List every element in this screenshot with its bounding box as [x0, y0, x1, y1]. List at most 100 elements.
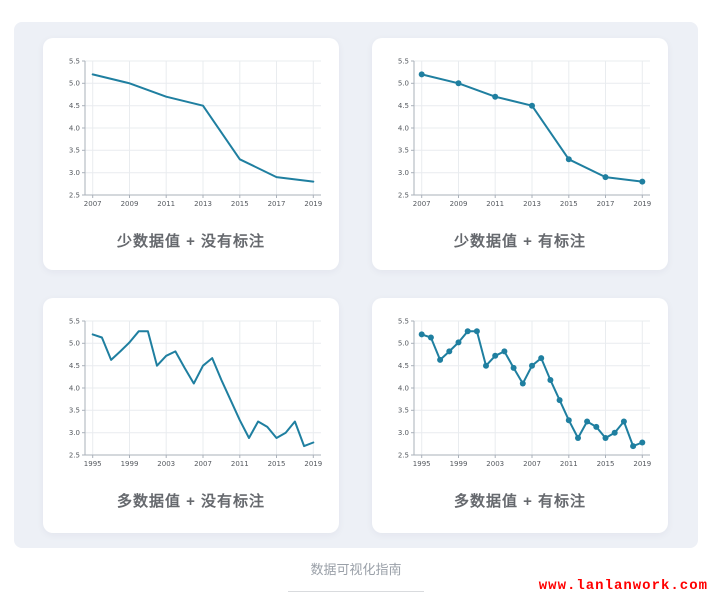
x-tick-label: 2003 [157, 460, 175, 468]
x-tick-label: 1995 [84, 460, 102, 468]
y-tick-label: 3.5 [69, 147, 80, 155]
chart-point [473, 328, 480, 335]
chart-point [427, 334, 434, 341]
watermark-text: www.lanlanwork.com [538, 578, 708, 594]
chart-point [501, 348, 508, 355]
chart-title: 少数据值 + 有标注 [453, 233, 587, 250]
x-tick-label: 2015 [560, 200, 578, 208]
x-tick-label: 2011 [560, 460, 578, 468]
y-tick-label: 3.5 [69, 407, 80, 415]
chart-card-many-with-labels: 2.5 3.0 3.5 4.0 4.5 5.0 5.5 1995 1999 2003 2007 201… [372, 298, 668, 533]
chart-point [620, 418, 627, 425]
chart-point [529, 362, 535, 369]
x-tick-label: 1999 [121, 460, 139, 468]
x-tick-label: 2019 [304, 200, 322, 208]
chart-point [492, 352, 499, 359]
line-chart-svg: 2.5 3.0 3.5 4.0 4.5 5.0 5.5 1995 1999 2003 2007 201… [69, 317, 322, 468]
x-tick-label: 2007 [523, 460, 541, 468]
chart-point [584, 418, 591, 425]
x-tick-label: 2011 [157, 200, 175, 208]
x-tick-label: 2019 [633, 200, 651, 208]
y-tick-label: 4.5 [398, 362, 409, 370]
chart-point [446, 348, 453, 355]
chart-point [575, 435, 581, 441]
chart-point [547, 377, 554, 383]
x-tick-label: 2007 [413, 200, 431, 208]
chart-point [538, 355, 545, 362]
x-tick-label: 2007 [84, 200, 102, 208]
x-tick-label: 2011 [486, 200, 504, 208]
y-tick-label: 3.0 [398, 169, 409, 177]
footer-caption: 数据可视化指南 [310, 562, 402, 577]
chart-point [418, 71, 425, 78]
chart-point [630, 443, 637, 450]
chart-point [529, 102, 535, 109]
y-tick-label: 3.0 [69, 429, 80, 437]
y-tick-label: 5.0 [398, 340, 409, 348]
y-tick-label: 2.5 [69, 191, 80, 199]
x-tick-label: 2007 [194, 460, 212, 468]
y-tick-label: 5.5 [398, 57, 409, 65]
x-tick-label: 2015 [597, 460, 615, 468]
chart-point [639, 439, 646, 446]
y-tick-label: 3.5 [398, 147, 409, 155]
y-tick-label: 5.5 [69, 57, 80, 65]
chart-point [418, 331, 425, 338]
y-tick-label: 3.0 [398, 429, 409, 437]
chart-point [565, 417, 572, 424]
chart-title: 少数据值 + 没有标注 [116, 233, 266, 250]
x-tick-label: 1995 [413, 460, 431, 468]
chart-card-few-no-labels: 2.5 3.0 3.5 4.0 4.5 5.0 5.5 2007 2009 2011 2013 201… [43, 38, 339, 270]
y-tick-label: 5.5 [69, 317, 80, 325]
x-tick-label: 2003 [486, 460, 504, 468]
x-tick-label: 2011 [231, 460, 249, 468]
chart-title: 多数据值 + 没有标注 [116, 493, 266, 510]
home-indicator-line [288, 591, 424, 592]
y-tick-label: 4.0 [69, 384, 80, 392]
y-tick-label: 2.5 [398, 191, 409, 199]
x-tick-label: 2009 [450, 200, 468, 208]
chart-point [556, 397, 563, 404]
x-tick-label: 2019 [304, 460, 322, 468]
chart-point [510, 364, 517, 371]
x-tick-label: 2017 [268, 200, 286, 208]
x-tick-label: 1999 [450, 460, 468, 468]
x-tick-label: 2019 [633, 460, 651, 468]
y-tick-label: 3.0 [69, 169, 80, 177]
line-chart: 2.5 3.0 3.5 4.0 4.5 5.0 5.5 1995 1999 2003 2007 201… [380, 309, 660, 477]
y-tick-label: 5.0 [69, 80, 80, 88]
chart-point [565, 156, 572, 163]
line-chart-svg: 2.5 3.0 3.5 4.0 4.5 5.0 5.5 2007 2009 2011 2013 201… [69, 57, 322, 208]
y-tick-label: 3.5 [398, 407, 409, 415]
y-tick-label: 2.5 [69, 451, 80, 459]
line-chart: 2.5 3.0 3.5 4.0 4.5 5.0 5.5 2007 2009 2011 2013 201… [51, 49, 331, 217]
line-chart-svg: 2.5 3.0 3.5 4.0 4.5 5.0 5.5 2007 2009 2011 2013 201… [398, 57, 651, 208]
chart-point [437, 356, 444, 363]
chart-point [492, 93, 499, 100]
x-tick-label: 2017 [597, 200, 615, 208]
chart-point [602, 435, 609, 441]
chart-title: 多数据值 + 有标注 [453, 493, 587, 510]
y-tick-label: 4.5 [398, 102, 409, 110]
y-tick-label: 5.0 [69, 340, 80, 348]
line-chart-svg: 2.5 3.0 3.5 4.0 4.5 5.0 5.5 1995 1999 2003 2007 201… [398, 317, 651, 468]
y-tick-label: 4.5 [69, 102, 80, 110]
chart-point [483, 362, 489, 369]
chart-point [519, 380, 526, 387]
y-tick-label: 4.5 [69, 362, 80, 370]
y-tick-label: 4.0 [69, 124, 80, 132]
line-chart: 2.5 3.0 3.5 4.0 4.5 5.0 5.5 1995 1999 2003 2007 201… [51, 309, 331, 477]
x-tick-label: 2013 [194, 200, 212, 208]
chart-point [611, 429, 618, 436]
y-tick-label: 4.0 [398, 124, 409, 132]
y-tick-label: 5.0 [398, 80, 409, 88]
chart-point [455, 80, 462, 87]
charts-panel: 2.5 3.0 3.5 4.0 4.5 5.0 5.5 2007 2009 2011 2013 201… [14, 22, 698, 548]
x-tick-label: 2015 [268, 460, 286, 468]
chart-card-few-with-labels: 2.5 3.0 3.5 4.0 4.5 5.0 5.5 2007 2009 2011 2013 201… [372, 38, 668, 270]
chart-point [639, 178, 646, 185]
chart-line [91, 330, 315, 448]
x-tick-label: 2015 [231, 200, 249, 208]
y-tick-label: 5.5 [398, 317, 409, 325]
x-tick-label: 2013 [523, 200, 541, 208]
